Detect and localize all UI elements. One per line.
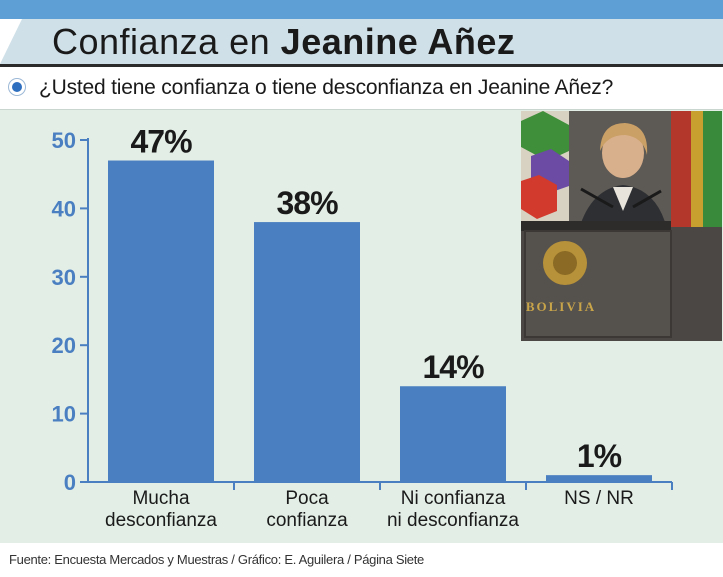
title-band: Confianza en Jeanine Añez xyxy=(0,19,723,64)
coat-of-arms-center xyxy=(553,251,577,275)
category-label: confianza xyxy=(266,510,348,531)
category-label: Poca xyxy=(285,488,329,509)
podium-text: BOLIVIA xyxy=(526,299,596,314)
speaker-collar xyxy=(613,187,633,211)
category-label: Ni confianza xyxy=(401,488,506,509)
flag-left-green xyxy=(521,111,569,161)
microphone-left xyxy=(580,187,614,209)
bar xyxy=(546,475,652,482)
bar xyxy=(254,222,360,482)
category-label: ni desconfianza xyxy=(387,510,519,531)
title-name: Jeanine Añez xyxy=(280,21,516,62)
bar xyxy=(400,386,506,482)
data-label: 47% xyxy=(130,124,192,160)
y-tick-label: 0 xyxy=(64,470,76,495)
podium-front xyxy=(524,230,672,338)
podium-top xyxy=(521,221,671,231)
footer: Fuente: Encuesta Mercados y Muestras / G… xyxy=(0,543,723,577)
speaker-photo-illustration: BOLIVIA xyxy=(521,111,722,341)
y-tick-label: 50 xyxy=(52,128,76,153)
title-prefix: Confianza en xyxy=(52,21,271,62)
y-tick-label: 10 xyxy=(52,402,76,427)
category-label: Mucha xyxy=(132,488,189,509)
flag-left-red xyxy=(521,175,557,219)
category-label: desconfianza xyxy=(105,510,217,531)
data-label: 1% xyxy=(577,438,622,474)
title-notch xyxy=(0,19,22,64)
speaker-hair xyxy=(600,123,648,155)
data-label: 14% xyxy=(422,349,484,385)
category-label: NS / NR xyxy=(564,488,634,509)
y-tick-label: 40 xyxy=(52,196,76,221)
question-bar: ¿Usted tiene confianza o tiene desconfia… xyxy=(0,67,723,110)
photo: BOLIVIA xyxy=(521,111,722,341)
speaker-face xyxy=(602,128,644,178)
bar xyxy=(108,160,214,482)
source-credit: Fuente: Encuesta Mercados y Muestras / G… xyxy=(9,552,424,567)
page-title: Confianza en Jeanine Añez xyxy=(52,21,515,63)
y-tick-label: 30 xyxy=(52,265,76,290)
title-rule xyxy=(0,64,723,67)
data-label: 38% xyxy=(276,185,338,221)
microphone-right xyxy=(632,189,662,209)
top-band xyxy=(0,0,723,19)
bullet-icon xyxy=(8,78,26,96)
question-text: ¿Usted tiene confianza o tiene desconfia… xyxy=(39,76,614,99)
y-tick-label: 20 xyxy=(52,333,76,358)
